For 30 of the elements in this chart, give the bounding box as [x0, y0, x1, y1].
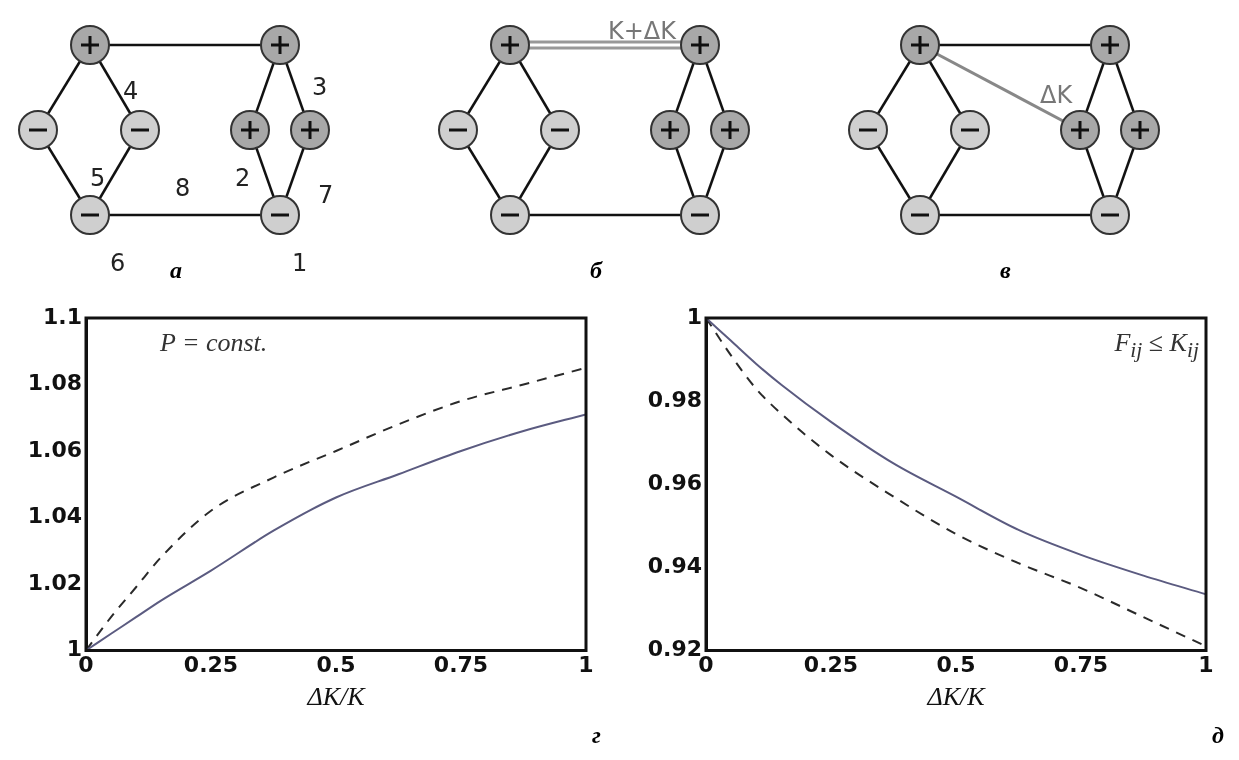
text: в — [1000, 256, 1011, 284]
text: 1 — [292, 249, 308, 277]
text: 6 — [110, 249, 126, 277]
text: а — [170, 256, 182, 284]
x-tick-label: 1 — [1198, 652, 1214, 678]
text: б — [590, 256, 602, 284]
x-axis-title: ΔK/K — [306, 682, 367, 712]
y-tick-label: 1 — [686, 303, 702, 329]
line-series — [706, 318, 1206, 596]
x-tick-label: 0.75 — [1053, 652, 1109, 678]
y-tick-label: 1.1 — [43, 303, 82, 329]
x-tick-label: 0.25 — [803, 652, 859, 678]
x-tick-label: 1 — [578, 652, 594, 678]
y-tick-label: 0.96 — [647, 469, 702, 495]
x-tick-label: 0.25 — [183, 652, 239, 678]
x-axis-title: ΔK/K — [926, 682, 987, 712]
annotation: F$_{ij}$ ≤ K$_{ij}$ — [1114, 328, 1199, 364]
x-tick-label: 0.75 — [433, 652, 489, 678]
y-tick-label: 1.02 — [27, 569, 82, 595]
y-tick-label: 1.04 — [27, 503, 82, 529]
text: г — [592, 722, 601, 749]
annotation: P = const. — [160, 328, 268, 358]
y-tick-label: 0.94 — [647, 553, 702, 579]
line-series — [86, 413, 586, 651]
x-tick-label: 0.5 — [936, 652, 976, 678]
y-tick-label: 1.08 — [27, 370, 82, 396]
text: д — [1212, 722, 1224, 749]
y-tick-label: 0.98 — [647, 386, 702, 412]
y-tick-label: 1.06 — [27, 436, 82, 462]
x-tick-label: 0.5 — [316, 652, 356, 678]
